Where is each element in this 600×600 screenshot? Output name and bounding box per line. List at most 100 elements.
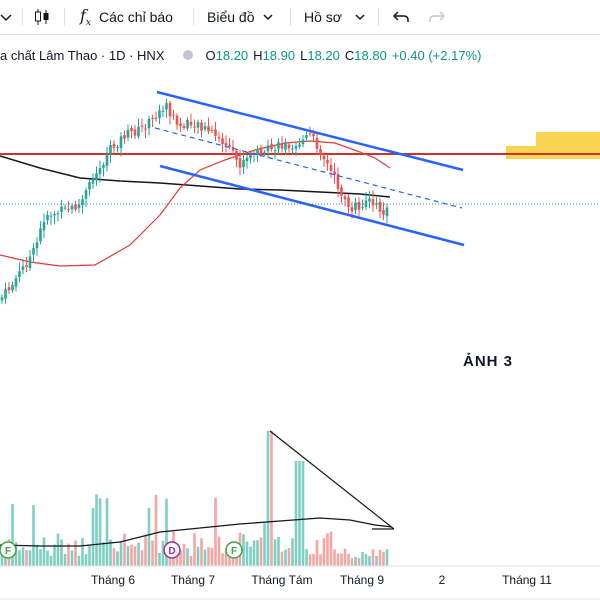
- candle[interactable]: [326, 153, 329, 171]
- profile-menu-button[interactable]: Hồ sơ: [304, 0, 366, 34]
- candle[interactable]: [336, 167, 340, 198]
- candle[interactable]: [168, 100, 172, 125]
- candle[interactable]: [228, 138, 231, 150]
- candle[interactable]: [291, 144, 294, 154]
- candle[interactable]: [0, 294, 4, 304]
- candle[interactable]: [98, 160, 102, 183]
- candle[interactable]: [193, 119, 196, 134]
- candle[interactable]: [151, 114, 154, 127]
- candle[interactable]: [364, 191, 368, 211]
- candle[interactable]: [217, 131, 221, 143]
- candle[interactable]: [158, 104, 161, 125]
- candle[interactable]: [105, 146, 109, 172]
- candle[interactable]: [32, 243, 35, 262]
- candle[interactable]: [245, 154, 249, 169]
- candle[interactable]: [49, 211, 53, 225]
- candle[interactable]: [231, 139, 235, 155]
- candle[interactable]: [182, 123, 186, 131]
- candle[interactable]: [91, 173, 95, 189]
- candle[interactable]: [315, 133, 319, 155]
- descending-channel[interactable]: [154, 90, 465, 247]
- candle[interactable]: [375, 197, 378, 210]
- undo-icon[interactable]: [392, 0, 410, 34]
- candle[interactable]: [119, 132, 123, 157]
- candle[interactable]: [259, 144, 263, 157]
- candle[interactable]: [70, 203, 74, 214]
- candle[interactable]: [53, 211, 56, 225]
- candle[interactable]: [277, 138, 280, 155]
- candle[interactable]: [284, 138, 287, 155]
- candle[interactable]: [144, 123, 147, 139]
- candle[interactable]: [88, 179, 91, 196]
- candle[interactable]: [266, 139, 270, 158]
- candle[interactable]: [235, 148, 238, 168]
- candle[interactable]: [126, 124, 130, 142]
- candle[interactable]: [60, 199, 63, 219]
- candle[interactable]: [165, 98, 168, 118]
- volume-trend-lines[interactable]: [269, 430, 395, 530]
- candle[interactable]: [116, 144, 119, 153]
- candle[interactable]: [200, 119, 203, 138]
- candle[interactable]: [357, 197, 361, 217]
- candle[interactable]: [172, 110, 175, 120]
- candle[interactable]: [333, 162, 336, 184]
- candle[interactable]: [256, 145, 259, 162]
- candle[interactable]: [242, 151, 245, 175]
- candle[interactable]: [368, 190, 371, 209]
- moving-average-short[interactable]: [0, 140, 391, 267]
- candle[interactable]: [18, 262, 21, 283]
- candle[interactable]: [371, 190, 375, 213]
- candle[interactable]: [25, 257, 28, 273]
- candle[interactable]: [147, 115, 151, 136]
- candle[interactable]: [46, 210, 49, 225]
- moving-average-long[interactable]: [0, 155, 391, 198]
- candle[interactable]: [343, 193, 347, 207]
- candles-icon[interactable]: [33, 0, 53, 34]
- chart-menu-button[interactable]: Biểu đồ: [207, 0, 274, 34]
- candle[interactable]: [249, 151, 252, 164]
- candle[interactable]: [186, 117, 189, 132]
- candle[interactable]: [95, 166, 98, 186]
- volume-trend-line[interactable]: [269, 430, 395, 530]
- candle[interactable]: [81, 194, 84, 214]
- candle[interactable]: [28, 249, 32, 272]
- event-marker-f[interactable]: F: [0, 541, 17, 559]
- channel-upper-line[interactable]: [156, 90, 464, 172]
- event-marker-d[interactable]: D: [163, 541, 181, 559]
- candle[interactable]: [161, 105, 165, 118]
- candle[interactable]: [14, 274, 18, 292]
- candle[interactable]: [270, 138, 273, 152]
- candle[interactable]: [35, 237, 39, 257]
- chevron-down-icon[interactable]: [0, 0, 14, 34]
- candle[interactable]: [154, 111, 158, 122]
- redo-icon[interactable]: [428, 0, 446, 34]
- candle[interactable]: [189, 113, 193, 129]
- candle[interactable]: [210, 125, 214, 133]
- candle[interactable]: [301, 134, 305, 148]
- candle[interactable]: [130, 125, 133, 139]
- volume-moving-average[interactable]: [0, 517, 393, 547]
- candle[interactable]: [102, 162, 105, 177]
- price-chart[interactable]: F D F Tháng 6 Tháng 7 Tháng Tám Tháng 9 2 Tháng…: [0, 34, 600, 600]
- candle[interactable]: [112, 140, 116, 154]
- candle[interactable]: [273, 146, 277, 160]
- candle[interactable]: [39, 221, 42, 245]
- candle[interactable]: [4, 282, 7, 304]
- candle[interactable]: [263, 150, 266, 156]
- candle[interactable]: [214, 121, 217, 142]
- candle[interactable]: [11, 281, 14, 293]
- indicators-button[interactable]: fx Các chỉ báo: [80, 0, 173, 34]
- candle[interactable]: [77, 199, 81, 213]
- channel-lower-line[interactable]: [159, 164, 465, 247]
- candle[interactable]: [133, 124, 137, 140]
- time-axis[interactable]: Tháng 6 Tháng 7 Tháng Tám Tháng 9 2 Tháng 11: [0, 565, 600, 600]
- candle[interactable]: [56, 210, 60, 222]
- candle[interactable]: [21, 258, 25, 275]
- symbol-title[interactable]: a chất Lâm Thao · 1D · HNX: [0, 47, 165, 63]
- candle[interactable]: [221, 132, 224, 153]
- candle[interactable]: [354, 197, 357, 215]
- event-marker-f[interactable]: F: [225, 541, 243, 559]
- candle[interactable]: [361, 199, 364, 211]
- candle[interactable]: [140, 118, 144, 133]
- candle[interactable]: [84, 187, 88, 207]
